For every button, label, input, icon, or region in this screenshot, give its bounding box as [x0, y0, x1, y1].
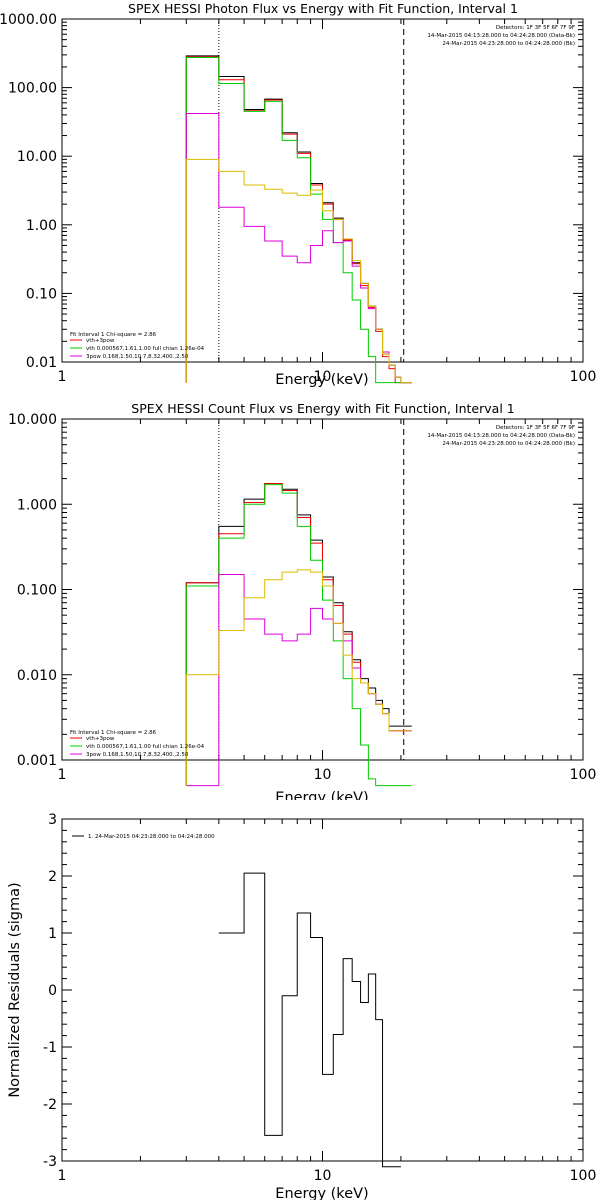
legend-entry: vth 0.000567,1.61,1.00 full chian 1.26e-… [86, 744, 205, 750]
x-axis-label: Energy (keV) [275, 1186, 368, 1200]
x-tick-label: 100 [570, 767, 597, 783]
x-tick-label: 10 [314, 369, 332, 385]
y-tick-label: 0.01 [26, 355, 57, 371]
series-4-histogram [185, 158, 412, 384]
count-flux-chart: SPEX HESSI Count Flux vs Energy with Fit… [8, 401, 596, 800]
y-tick-label: -1 [43, 1040, 57, 1056]
y-tick-label: 0.010 [17, 668, 57, 684]
series-0-histogram [218, 872, 401, 1168]
series-3-histogram [186, 573, 412, 787]
data-interval-label: 14-Mar-2015 04:13:28.000 to 04:24:28.000… [427, 433, 575, 439]
bk-interval-label: 24-Mar-2015 04:23:28.000 to 04:24:28.000… [442, 41, 575, 47]
legend-entry: vth+3pow [86, 338, 115, 344]
axes: 1 10 100 0.001 0.010 0.100 1.000 10.000 [8, 412, 596, 783]
series-0-histogram [185, 55, 412, 384]
y-tick-label: 100.00 [8, 81, 57, 97]
x-axis-label: Energy (keV) [275, 790, 368, 800]
legend-header: Fit Interval 1 Chi-square = 2.86 [70, 730, 157, 736]
x-tick-label: 10 [314, 767, 332, 783]
x-tick-label: 100 [570, 369, 597, 385]
legend: vth+3pow vth 0.000567,1.61,1.00 full chia… [70, 338, 205, 360]
series-group [185, 55, 412, 384]
y-tick-label: 2 [48, 869, 57, 885]
series-3-histogram [185, 112, 412, 384]
series-1-histogram [185, 56, 412, 384]
x-tick-label: 10 [314, 1168, 332, 1184]
series-4-histogram [185, 569, 412, 786]
series-1-histogram [185, 483, 412, 786]
data-interval-label: 14-Mar-2015 04:13:28.000 to 04:24:28.000… [427, 33, 575, 39]
legend-entry: 3pow 0.168,1.50,10.7,8.32,400.,2.50 [86, 752, 189, 758]
y-tick-label: -2 [43, 1097, 57, 1113]
series-group [185, 483, 412, 787]
reference-lines [218, 419, 405, 760]
y-tick-label: 0 [48, 983, 57, 999]
legend-entry: 3pow 0.168,1.50,10.7,8.32,400.,2.50 [86, 354, 189, 360]
series-2-histogram [185, 484, 412, 787]
axes: 1 10 100 -3 -2 -1 0 1 2 3 [43, 812, 596, 1184]
chart-title: SPEX HESSI Count Flux vs Energy with Fit… [131, 401, 514, 416]
detectors-label: Detectors: 1F 3F 5F 6F 7F 9F [496, 25, 575, 31]
series-2-histogram [185, 56, 412, 384]
y-axis-label: Normalized Residuals (sigma) [7, 882, 23, 1097]
legend-entry: 1. 24-Mar-2015 04:23:28.000 to 04:24:28.… [88, 834, 215, 840]
y-tick-label: 3 [48, 812, 57, 828]
y-tick-label: 10.000 [8, 412, 57, 428]
y-tick-label: 10.00 [17, 149, 57, 165]
y-tick-label: 0.100 [17, 583, 57, 599]
y-tick-label: 0.001 [17, 753, 57, 769]
residuals-chart: 1 10 100 -3 -2 -1 0 1 2 3 1. 24-Mar-2015 04:23:28… [7, 812, 596, 1200]
legend: vth+3pow vth 0.000567,1.61,1.00 full chia… [70, 736, 205, 758]
y-tick-label: 1000.00 [0, 12, 57, 28]
legend-header: Fit Interval 1 Chi-square = 2.86 [70, 332, 157, 338]
y-tick-label: 1 [48, 926, 57, 942]
axes: 1 10 100 0.01 0.10 1.00 10.00 100.00 1000.00 [0, 12, 596, 385]
legend-entry: vth+3pow [86, 736, 115, 742]
photon-flux-chart: SPEX HESSI Photon Flux vs Energy with Fi… [0, 1, 596, 388]
y-tick-label: 0.10 [26, 286, 57, 302]
x-tick-label: 1 [58, 1168, 67, 1184]
y-tick-label: 1.00 [26, 218, 57, 234]
bk-interval-label: 24-Mar-2015 04:23:28.000 to 04:24:28.000… [442, 441, 575, 447]
chart-title: SPEX HESSI Photon Flux vs Energy with Fi… [128, 1, 518, 16]
x-tick-label: 1 [58, 369, 67, 385]
series-0-histogram [185, 483, 412, 786]
legend-entry: vth 0.000567,1.61,1.00 full chian 1.26e-… [86, 346, 205, 352]
x-axis-label: Energy (keV) [275, 372, 368, 388]
series-group [218, 872, 401, 1168]
detectors-label: Detectors: 1F 3F 5F 6F 7F 9F [496, 425, 575, 431]
y-tick-label: 1.000 [17, 497, 57, 513]
y-tick-label: -3 [43, 1154, 57, 1170]
x-tick-label: 100 [570, 1168, 597, 1184]
x-tick-label: 1 [58, 767, 67, 783]
